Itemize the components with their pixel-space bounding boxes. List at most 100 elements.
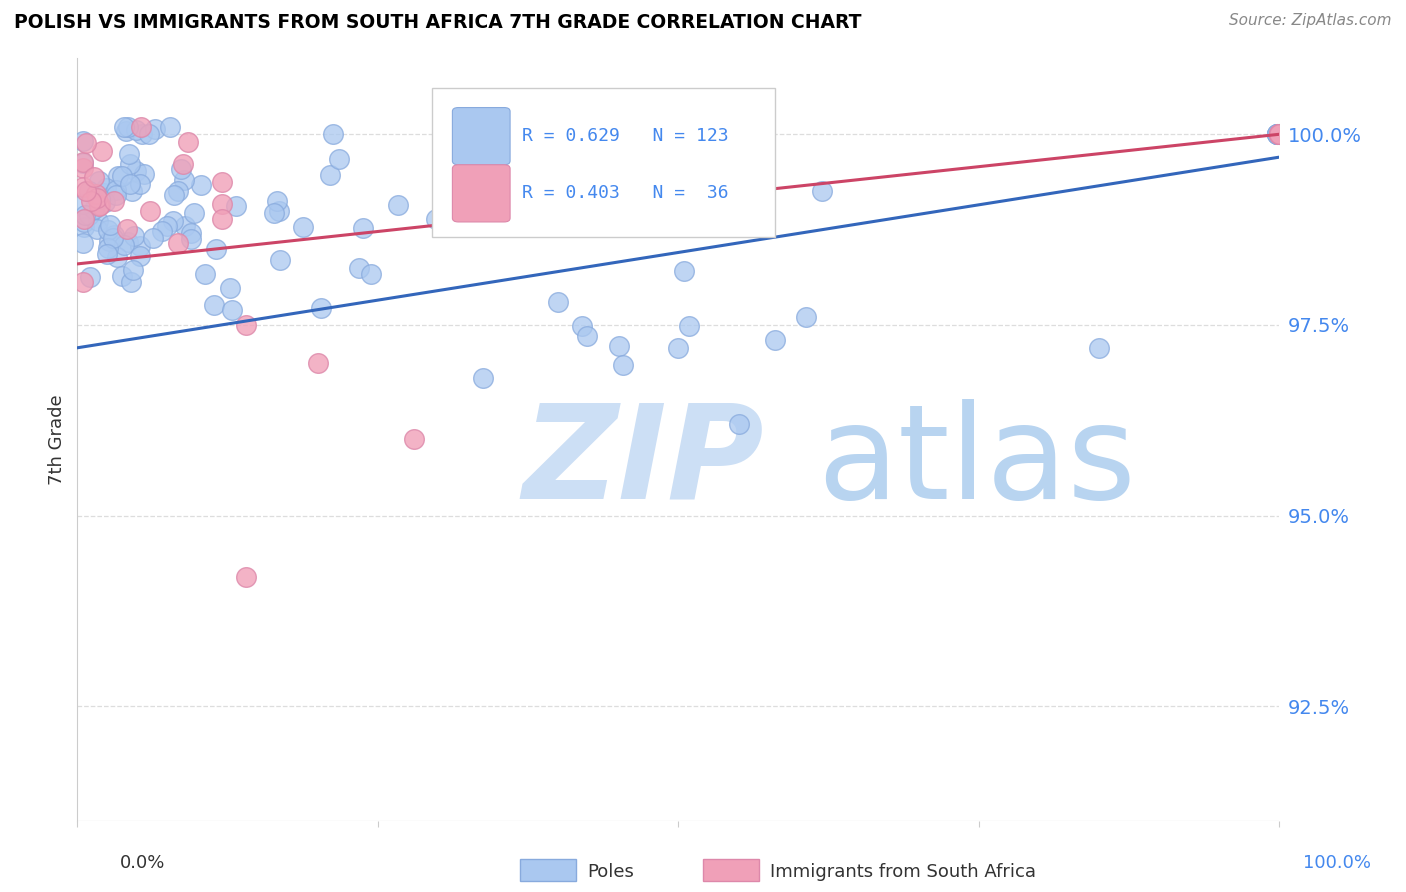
Point bbox=[98, 218, 121, 232]
Point bbox=[672, 264, 695, 278]
Point bbox=[72, 215, 94, 229]
Point bbox=[122, 263, 145, 277]
Point bbox=[623, 184, 645, 198]
FancyBboxPatch shape bbox=[432, 88, 775, 237]
Point bbox=[86, 187, 108, 202]
Point bbox=[576, 328, 599, 343]
Point bbox=[174, 219, 197, 233]
Point bbox=[170, 161, 193, 176]
Point bbox=[80, 194, 103, 208]
Point bbox=[120, 275, 142, 289]
Point bbox=[1271, 128, 1294, 142]
Point bbox=[117, 120, 139, 134]
Point bbox=[1268, 128, 1291, 142]
Point bbox=[72, 180, 94, 194]
Point bbox=[1268, 128, 1291, 142]
Point bbox=[204, 242, 226, 256]
Point bbox=[727, 417, 749, 431]
Point bbox=[471, 371, 494, 385]
Point bbox=[1268, 128, 1291, 142]
Point bbox=[156, 219, 179, 233]
Point bbox=[72, 161, 94, 176]
Point bbox=[650, 214, 672, 228]
Point bbox=[177, 135, 200, 149]
Text: POLISH VS IMMIGRANTS FROM SOUTH AFRICA 7TH GRADE CORRELATION CHART: POLISH VS IMMIGRANTS FROM SOUTH AFRICA 7… bbox=[14, 13, 862, 32]
Point bbox=[167, 235, 190, 250]
Point bbox=[159, 120, 181, 134]
Point bbox=[1268, 128, 1291, 142]
Text: ZIP: ZIP bbox=[522, 399, 763, 525]
FancyBboxPatch shape bbox=[453, 108, 510, 165]
Point bbox=[1271, 128, 1294, 142]
Point bbox=[811, 184, 834, 198]
Point bbox=[121, 184, 143, 198]
Point bbox=[506, 172, 529, 186]
Point bbox=[263, 206, 285, 220]
Point bbox=[122, 228, 145, 243]
Point bbox=[318, 168, 340, 182]
Point bbox=[219, 280, 242, 294]
Point bbox=[111, 169, 134, 184]
Point bbox=[668, 341, 690, 355]
Point bbox=[607, 338, 630, 352]
Text: Poles: Poles bbox=[588, 863, 634, 881]
Text: 100.0%: 100.0% bbox=[1303, 855, 1371, 872]
Point bbox=[125, 123, 148, 137]
Point bbox=[105, 187, 128, 202]
Point bbox=[266, 194, 288, 208]
Point bbox=[1265, 128, 1288, 142]
Point bbox=[1270, 128, 1292, 142]
Point bbox=[111, 269, 134, 284]
Point bbox=[291, 219, 314, 234]
Point bbox=[86, 214, 108, 228]
Point bbox=[173, 173, 195, 187]
Point bbox=[142, 231, 165, 245]
Text: Immigrants from South Africa: Immigrants from South Africa bbox=[770, 863, 1036, 881]
Point bbox=[118, 177, 141, 191]
Point bbox=[72, 155, 94, 169]
Point bbox=[1267, 128, 1289, 142]
Point bbox=[124, 164, 146, 178]
Point bbox=[1268, 128, 1291, 142]
Text: R = 0.629   N = 123: R = 0.629 N = 123 bbox=[522, 128, 728, 145]
Point bbox=[138, 128, 160, 142]
Point bbox=[129, 120, 152, 134]
Point bbox=[307, 356, 329, 370]
Point bbox=[1271, 128, 1294, 142]
Point bbox=[1271, 128, 1294, 142]
Point bbox=[89, 192, 111, 206]
Point bbox=[387, 197, 409, 211]
Text: R = 0.403   N =  36: R = 0.403 N = 36 bbox=[522, 185, 728, 202]
Point bbox=[128, 249, 150, 263]
Point bbox=[211, 197, 233, 211]
Point bbox=[79, 269, 101, 284]
Point bbox=[131, 127, 153, 141]
Point bbox=[91, 144, 114, 158]
Text: Source: ZipAtlas.com: Source: ZipAtlas.com bbox=[1229, 13, 1392, 29]
Point bbox=[72, 236, 94, 251]
Point bbox=[115, 123, 138, 137]
Point bbox=[98, 234, 121, 248]
Point bbox=[794, 310, 817, 324]
Point bbox=[269, 252, 291, 267]
Point bbox=[211, 175, 233, 189]
Point bbox=[75, 208, 97, 222]
Point bbox=[360, 267, 382, 281]
Point bbox=[1265, 128, 1288, 142]
Point bbox=[322, 128, 344, 142]
Point bbox=[1265, 128, 1288, 142]
Point bbox=[103, 227, 125, 242]
Point bbox=[89, 198, 111, 212]
Point bbox=[612, 358, 634, 372]
Point bbox=[94, 181, 117, 195]
Point bbox=[183, 206, 205, 220]
Point bbox=[115, 222, 138, 236]
Point bbox=[86, 221, 108, 235]
Point bbox=[89, 174, 111, 188]
Point bbox=[352, 220, 374, 235]
Point bbox=[1271, 128, 1294, 142]
Point bbox=[190, 178, 212, 192]
Point bbox=[162, 214, 184, 228]
Point bbox=[1270, 128, 1292, 142]
Point bbox=[138, 204, 160, 219]
